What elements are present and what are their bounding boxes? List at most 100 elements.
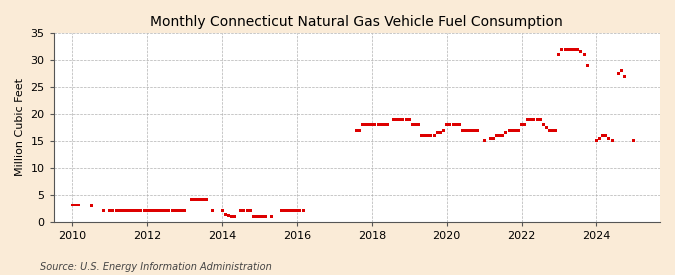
Bar (405, 118, 408, 121)
Bar (283, 209, 286, 212)
Bar (567, 48, 570, 51)
Bar (583, 53, 585, 56)
Bar (452, 123, 454, 126)
Bar (620, 69, 623, 72)
Bar (379, 123, 383, 126)
Bar (429, 134, 433, 137)
Bar (74, 204, 77, 207)
Bar (483, 139, 485, 142)
Bar (367, 123, 371, 126)
Bar (292, 209, 296, 212)
Bar (551, 128, 554, 131)
Bar (564, 48, 567, 51)
Bar (570, 48, 573, 51)
Bar (117, 210, 121, 212)
Bar (545, 126, 548, 129)
Bar (427, 134, 429, 137)
Bar (165, 210, 167, 212)
Bar (573, 48, 576, 51)
Bar (529, 118, 533, 121)
Bar (548, 128, 551, 131)
Bar (148, 210, 152, 212)
Bar (386, 123, 389, 126)
Bar (417, 123, 420, 126)
Bar (433, 134, 436, 137)
Bar (121, 210, 124, 212)
Bar (576, 48, 579, 51)
Bar (143, 210, 146, 212)
Bar (604, 134, 608, 137)
Bar (252, 215, 254, 218)
Bar (180, 210, 183, 212)
Bar (371, 123, 373, 126)
Bar (508, 128, 511, 131)
Bar (396, 118, 398, 121)
Bar (377, 123, 379, 126)
Bar (373, 123, 377, 126)
Bar (171, 210, 174, 212)
Bar (211, 209, 214, 212)
Bar (470, 128, 473, 131)
Bar (439, 131, 442, 134)
Bar (279, 209, 283, 212)
Bar (115, 210, 117, 212)
Bar (411, 123, 414, 126)
Bar (514, 128, 516, 131)
Bar (134, 210, 136, 212)
Bar (402, 118, 404, 121)
Bar (127, 210, 130, 212)
Bar (248, 209, 252, 212)
Bar (161, 210, 165, 212)
Bar (454, 123, 458, 126)
Bar (202, 197, 205, 200)
Bar (205, 197, 208, 200)
Bar (111, 210, 114, 212)
Bar (130, 210, 133, 212)
Bar (158, 210, 161, 212)
Bar (489, 137, 492, 140)
Bar (167, 210, 171, 212)
Bar (364, 123, 367, 126)
Title: Monthly Connecticut Natural Gas Vehicle Fuel Consumption: Monthly Connecticut Natural Gas Vehicle … (151, 15, 563, 29)
Bar (467, 128, 470, 131)
Bar (221, 210, 223, 212)
Bar (302, 209, 305, 212)
Bar (536, 118, 539, 121)
Bar (383, 123, 385, 126)
Bar (464, 128, 467, 131)
Bar (616, 72, 620, 75)
Bar (420, 134, 423, 137)
Bar (495, 134, 498, 137)
Bar (271, 215, 273, 218)
Bar (354, 128, 358, 131)
Bar (227, 214, 230, 217)
Bar (223, 213, 227, 216)
Bar (146, 210, 148, 212)
Bar (436, 131, 439, 134)
Bar (233, 215, 236, 218)
Bar (498, 134, 502, 137)
Bar (502, 134, 504, 137)
Bar (155, 210, 158, 212)
Bar (240, 209, 242, 212)
Bar (477, 128, 479, 131)
Bar (199, 197, 202, 200)
Bar (623, 75, 626, 78)
Bar (152, 210, 155, 212)
Bar (124, 210, 127, 212)
Bar (230, 215, 233, 218)
Bar (442, 128, 446, 131)
Bar (492, 137, 495, 140)
Bar (585, 64, 589, 67)
Bar (289, 209, 292, 212)
Bar (192, 197, 196, 200)
Bar (611, 139, 614, 142)
Bar (560, 48, 564, 51)
Bar (533, 118, 535, 121)
Bar (140, 210, 142, 212)
Bar (408, 118, 411, 121)
Bar (136, 210, 140, 212)
Bar (358, 128, 361, 131)
Y-axis label: Million Cubic Feet: Million Cubic Feet (15, 78, 25, 176)
Bar (177, 210, 180, 212)
